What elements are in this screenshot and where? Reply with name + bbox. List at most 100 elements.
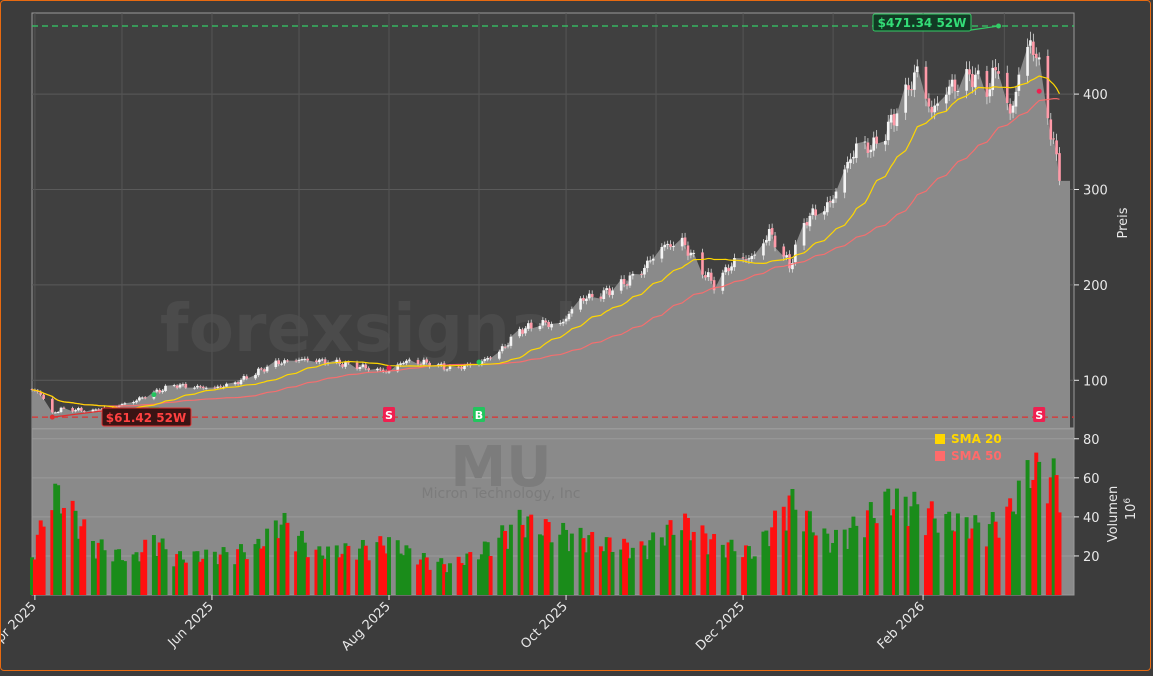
- volume-bar-up: [601, 551, 606, 595]
- candle-down: [1032, 41, 1035, 56]
- candle-up: [587, 293, 591, 299]
- candle-down: [381, 369, 385, 372]
- volume-bar-down: [41, 526, 46, 595]
- candle-down: [457, 366, 460, 368]
- candle-down: [158, 389, 162, 393]
- volume-tick-label: 40: [1083, 511, 1100, 526]
- candle-up: [706, 272, 710, 278]
- candle-up: [915, 66, 919, 73]
- candle-up: [196, 385, 199, 388]
- volume-bar-down: [787, 495, 792, 595]
- volume-bar-down: [683, 513, 688, 595]
- volume-bar-up: [720, 544, 725, 595]
- volume-bar-down: [244, 559, 249, 595]
- volume-bar-up: [627, 558, 632, 595]
- volume-bar-down: [590, 531, 595, 595]
- candle-up: [660, 247, 664, 259]
- candle-up: [619, 279, 623, 291]
- volume-bar-up: [1013, 514, 1018, 595]
- volume-bars: [30, 452, 1062, 595]
- candle-up: [257, 368, 260, 376]
- candle-down: [62, 407, 66, 409]
- volume-bar-up: [987, 524, 992, 595]
- volume-bar-down: [50, 510, 55, 595]
- volume-bar-up: [465, 553, 470, 595]
- candle-down: [599, 296, 603, 299]
- candle-up: [854, 143, 858, 158]
- candle-down: [384, 371, 388, 373]
- volume-bar-up: [265, 528, 270, 595]
- volume-bar-down: [929, 501, 934, 595]
- volume-bar-down: [874, 523, 879, 595]
- candle-down: [544, 320, 548, 323]
- price-tick-label: 400: [1083, 88, 1108, 103]
- candle-up: [628, 275, 632, 286]
- candle-down: [175, 385, 179, 388]
- candle-up: [846, 162, 849, 169]
- volume-bar-up: [172, 566, 177, 595]
- candle-up: [825, 202, 829, 213]
- volume-bar-down: [529, 514, 534, 595]
- volume-bar-up: [387, 537, 391, 595]
- volume-bar-up: [358, 548, 362, 595]
- candle-up: [500, 346, 504, 352]
- volume-bar-down: [384, 553, 389, 595]
- volume-bar-up: [477, 559, 481, 595]
- low-52w-box: [101, 407, 192, 427]
- annotations: $471.34 52W $61.42 52W: [49, 13, 1002, 427]
- candle-up: [933, 105, 936, 113]
- candle-down: [744, 259, 748, 261]
- candle-up: [791, 263, 794, 270]
- volume-bar-up: [851, 516, 856, 595]
- volume-bar-down: [61, 507, 66, 595]
- price-tick-label: 300: [1083, 183, 1108, 198]
- volume-bar-up: [1011, 511, 1016, 595]
- volume-bar-up: [212, 551, 217, 595]
- low-52w-annotation: $61.42 52W: [49, 407, 192, 427]
- volume-bar-down: [923, 535, 928, 595]
- candle-up: [140, 397, 144, 399]
- volume-bar-up: [1051, 458, 1056, 595]
- volume-bar-down: [598, 546, 603, 595]
- volume-bar-down: [953, 531, 957, 595]
- volume-bar-up: [790, 488, 795, 595]
- volume-bar-up: [761, 531, 766, 595]
- volume-bar-up: [784, 530, 789, 595]
- candle-down: [814, 209, 817, 216]
- candle-down: [245, 376, 249, 379]
- candle-up: [869, 149, 873, 153]
- candle-down: [71, 408, 74, 412]
- volume-bar-up: [915, 504, 920, 595]
- candle-up: [666, 243, 669, 245]
- candle-down: [347, 362, 350, 364]
- volume-bar-down: [70, 500, 75, 595]
- volume-bar-up: [93, 558, 98, 595]
- volume-bar-down: [906, 526, 911, 595]
- volume-bar-up: [822, 528, 827, 595]
- candle-up: [161, 390, 164, 393]
- candle-down: [143, 397, 147, 399]
- volume-bar-up: [569, 533, 574, 595]
- candle-up: [808, 215, 812, 227]
- volume-bar-up: [482, 541, 487, 595]
- volume-bar-down: [305, 557, 310, 595]
- candle-down: [953, 79, 957, 92]
- candle-up: [280, 363, 283, 365]
- candle-down: [770, 228, 774, 235]
- volume-bar-up: [662, 545, 667, 595]
- candle-down: [1052, 138, 1055, 140]
- candle-up: [762, 243, 765, 256]
- candle-down: [460, 366, 463, 369]
- volume-bar-up: [117, 549, 122, 595]
- candle-up: [422, 359, 426, 365]
- volume-bar-up: [651, 532, 656, 595]
- candle-down: [416, 359, 420, 365]
- candle-up: [541, 320, 545, 326]
- candle-up: [283, 360, 286, 364]
- candle-up: [692, 252, 696, 254]
- volume-bar-down: [865, 510, 870, 595]
- candle-down: [608, 288, 611, 296]
- volume-bar-up: [540, 535, 545, 595]
- candle-up: [132, 402, 135, 404]
